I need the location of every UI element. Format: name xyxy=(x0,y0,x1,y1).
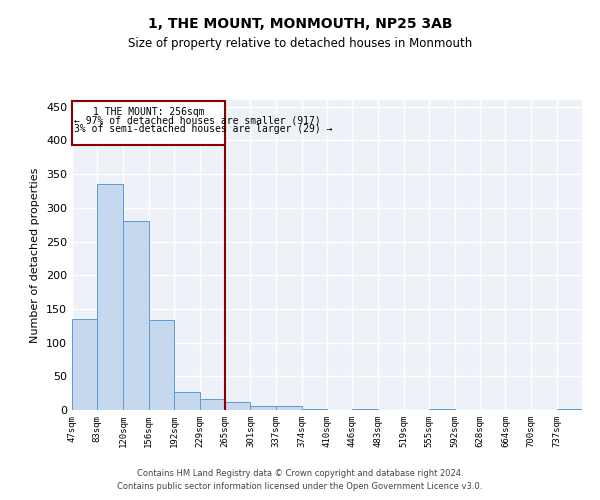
Bar xyxy=(225,402,250,410)
Bar xyxy=(72,319,97,410)
Bar xyxy=(250,406,276,410)
Text: Size of property relative to detached houses in Monmouth: Size of property relative to detached ho… xyxy=(128,38,472,51)
Text: Contains public sector information licensed under the Open Government Licence v3: Contains public sector information licen… xyxy=(118,482,482,491)
Text: Contains HM Land Registry data © Crown copyright and database right 2024.: Contains HM Land Registry data © Crown c… xyxy=(137,468,463,477)
Text: 3% of semi-detached houses are larger (29) →: 3% of semi-detached houses are larger (2… xyxy=(74,124,332,134)
Text: ← 97% of detached houses are smaller (917): ← 97% of detached houses are smaller (91… xyxy=(74,116,321,126)
Text: 1 THE MOUNT: 256sqm: 1 THE MOUNT: 256sqm xyxy=(93,108,205,118)
Bar xyxy=(97,184,123,410)
FancyBboxPatch shape xyxy=(72,102,225,145)
Y-axis label: Number of detached properties: Number of detached properties xyxy=(31,168,40,342)
Bar xyxy=(174,392,200,410)
Bar xyxy=(149,320,174,410)
Bar xyxy=(200,399,225,410)
Text: 1, THE MOUNT, MONMOUTH, NP25 3AB: 1, THE MOUNT, MONMOUTH, NP25 3AB xyxy=(148,18,452,32)
Bar xyxy=(276,406,302,410)
Bar xyxy=(302,408,327,410)
Bar xyxy=(123,222,149,410)
Bar xyxy=(352,408,378,410)
